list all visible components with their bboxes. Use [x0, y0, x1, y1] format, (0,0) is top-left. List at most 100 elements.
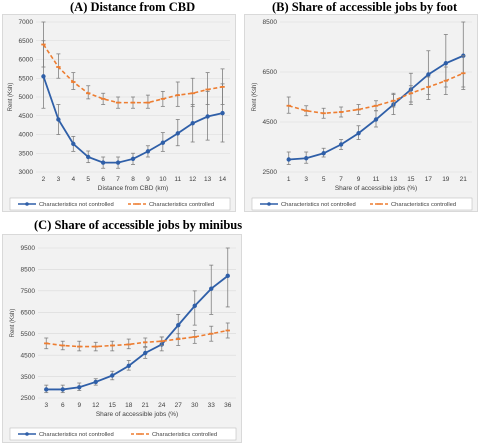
chart-b-point-not-controlled [426, 72, 431, 77]
chart-b-point-controlled [461, 72, 466, 75]
chart-a-ytick-label: 6000 [19, 57, 34, 64]
chart-a-xtick-label: 13 [204, 176, 212, 183]
chart-a-xtick-label: 2 [42, 176, 46, 183]
chart-a-point-not-controlled [220, 110, 225, 116]
chart-a-panel [2, 14, 236, 212]
chart-a-point-controlled [100, 97, 106, 100]
chart-b-point-not-controlled [321, 151, 326, 156]
chart-c-xtick-label: 9 [77, 402, 81, 409]
chart-a-xtick-label: 4 [71, 176, 75, 183]
chart-c-point-not-controlled [77, 385, 82, 390]
chart-a-legend-marker [25, 202, 29, 206]
chart-c-point-not-controlled [44, 387, 49, 392]
chart-c-legend [9, 427, 237, 441]
chart-a-point-not-controlled [160, 140, 166, 145]
chart-c-xtick-label: 27 [175, 402, 183, 409]
chart-c-point-controlled [143, 341, 148, 344]
chart-a-xtick-label: 7 [116, 176, 120, 183]
chart-c-xtick-label: 36 [224, 402, 232, 409]
chart-b-point-controlled [356, 108, 361, 111]
chart-c-point-not-controlled [192, 303, 197, 309]
chart-a-ytick-label: 5500 [19, 75, 34, 82]
chart-a-ytick-label: 4500 [19, 113, 34, 120]
chart-a-xtick-label: 14 [219, 176, 227, 183]
chart-a-ytick-label: 4000 [19, 132, 34, 139]
chart-c-point-controlled [159, 340, 164, 343]
chart-c-legend-label: Characteristics controlled [152, 432, 217, 438]
chart-b-legend-label: Characteristics controlled [391, 202, 456, 208]
chart-c-point-controlled [110, 344, 115, 347]
chart-a-x-axis-label: Distance from CBD (km) [98, 185, 168, 192]
chart-a-xtick-label: 11 [174, 176, 181, 183]
chart-c-xtick-label: 33 [208, 402, 216, 409]
chart-c-xtick-label: 12 [92, 402, 100, 409]
chart-c-ytick-label: 2500 [21, 395, 36, 402]
chart-a-xtick-label: 8 [131, 176, 135, 183]
chart-c-ytick-label: 4500 [21, 352, 36, 359]
chart-c-ytick-label: 6500 [21, 309, 36, 316]
chart-c-point-not-controlled [209, 286, 214, 291]
chart-a-point-not-controlled [130, 156, 136, 162]
chart-a-point-not-controlled [190, 121, 195, 126]
chart-c-legend-marker [138, 433, 142, 435]
chart-a-point-controlled [56, 66, 61, 68]
chart-b-xtick-label: 5 [322, 176, 326, 183]
chart-b-point-controlled [286, 104, 291, 107]
chart-b-panel [244, 14, 478, 212]
chart-c-point-controlled [209, 332, 214, 335]
chart-a-point-controlled [205, 88, 210, 91]
chart-a-point-controlled [145, 101, 151, 104]
chart-b-legend [251, 197, 473, 211]
chart-b-xtick-label: 19 [442, 176, 450, 183]
chart-c-point-not-controlled [176, 322, 181, 328]
chart-c-point-controlled [44, 342, 49, 345]
chart-a-point-controlled [160, 97, 166, 100]
chart-c-title: (C) Share of accessible jobs by minibus [34, 218, 243, 232]
chart-c-xtick-label: 3 [44, 402, 48, 409]
chart-b-xtick-label: 15 [407, 176, 415, 183]
chart-b-point-controlled [408, 92, 414, 95]
chart-b-ytick-label: 6500 [263, 69, 278, 76]
chart-c-point-controlled [192, 336, 197, 338]
chart-a-point-controlled [220, 85, 225, 88]
chart-a-series-controlled-line [42, 44, 223, 104]
chart-c-point-not-controlled [60, 387, 65, 392]
chart-a-point-controlled [115, 101, 121, 104]
chart-a-xtick-label: 6 [101, 176, 105, 183]
chart-b-xtick-label: 11 [373, 176, 380, 183]
chart-a-ytick-label: 3500 [19, 150, 34, 157]
chart-b-xtick-label: 1 [287, 176, 291, 183]
chart-b-xtick-label: 21 [460, 176, 468, 183]
chart-a-point-controlled [71, 81, 76, 83]
chart-c-point-not-controlled [143, 350, 148, 356]
chart-c-xtick-label: 24 [158, 402, 166, 409]
chart-b-legend-label: Characteristics not controlled [281, 202, 356, 208]
chart-c-x-axis-label: Share of accessible jobs (%) [96, 411, 178, 418]
chart-a-point-not-controlled [86, 154, 91, 160]
chart-c-point-controlled [176, 338, 181, 340]
chart-c-legend-label: Characteristics not controlled [39, 432, 114, 438]
chart-b-ytick-label: 2500 [263, 169, 278, 176]
chart-a-xtick-label: 10 [159, 176, 167, 183]
chart-a-series-not-controlled-line [42, 76, 223, 164]
chart-a-point-controlled [41, 43, 46, 46]
chart-b-xtick-label: 17 [425, 176, 433, 183]
chart-a-point-not-controlled [100, 160, 106, 165]
chart-c-point-not-controlled [93, 379, 98, 385]
chart-c-xtick-label: 18 [125, 402, 133, 409]
chart-c-legend-marker [25, 432, 29, 436]
chart-b-point-controlled [321, 112, 326, 115]
chart-c-xtick-label: 21 [142, 402, 150, 409]
chart-c-xtick-label: 15 [109, 402, 117, 409]
chart-a-xtick-label: 9 [146, 176, 150, 183]
chart-b-xtick-label: 13 [390, 176, 398, 183]
chart-b-ytick-label: 8500 [263, 19, 278, 26]
chart-a-legend-label: Characteristics not controlled [39, 202, 114, 208]
chart-a-xtick-label: 3 [57, 176, 61, 183]
chart-c-point-controlled [60, 344, 65, 347]
chart-a-point-not-controlled [56, 117, 61, 122]
chart-c-ytick-label: 3500 [21, 374, 36, 381]
chart-c-xtick-label: 30 [191, 402, 199, 409]
chart-a-xtick-label: 12 [189, 176, 197, 183]
